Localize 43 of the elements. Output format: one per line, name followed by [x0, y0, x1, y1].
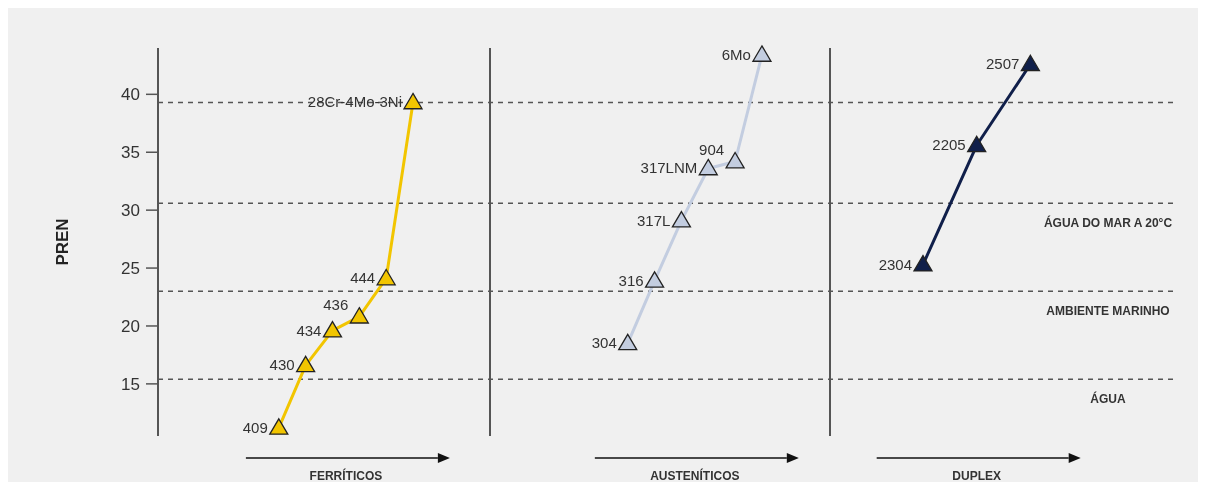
y-tick-label: 25	[121, 259, 140, 279]
point	[725, 151, 745, 169]
text: FERRÍTICOS	[309, 468, 383, 483]
ref-line-label: AMBIENTE MARINHO	[1046, 304, 1170, 319]
point	[322, 320, 343, 338]
annotation: 436	[323, 295, 349, 313]
ref-line-label: ÁGUA DO MAR A 20°C	[1043, 215, 1173, 231]
point	[295, 355, 316, 373]
annotation: 434	[296, 321, 322, 339]
y-tick-label: 35	[121, 143, 140, 163]
y-tick-label: 20	[121, 316, 140, 336]
point	[644, 271, 665, 288]
annotation: 6Mo	[721, 45, 751, 63]
point	[618, 333, 638, 351]
annotation: 2205	[932, 136, 966, 154]
y-axis-title: PREN	[53, 218, 72, 266]
point	[913, 254, 933, 272]
ref-line-label: ÁGUA	[1090, 391, 1126, 407]
text: AUSTENÍTICOS	[650, 468, 740, 483]
annotation: 430	[269, 356, 295, 374]
point	[698, 158, 718, 176]
annotation: 2507	[985, 55, 1020, 73]
annotation: 304	[591, 334, 617, 352]
point	[403, 92, 423, 110]
annotation: 2304	[878, 255, 912, 273]
point	[376, 268, 396, 286]
y-tick-label: 15	[121, 374, 140, 394]
point	[752, 45, 772, 62]
y-tick-label: 40	[121, 85, 140, 105]
annotation: 316	[618, 271, 644, 289]
point	[967, 135, 987, 153]
y-tick-label: 30	[121, 201, 140, 221]
point	[269, 418, 289, 435]
annotation: 409	[242, 418, 268, 436]
point	[1020, 54, 1041, 72]
annotation: 444	[350, 269, 376, 287]
annotation: 28Cr-4Mo-3Ni	[307, 93, 402, 111]
annotation: 904	[699, 140, 725, 158]
text: DUPLEX	[952, 469, 1002, 483]
annotation: 317L	[637, 211, 671, 229]
point	[671, 210, 692, 228]
point	[349, 307, 369, 324]
annotation: 317LNM	[640, 159, 698, 177]
